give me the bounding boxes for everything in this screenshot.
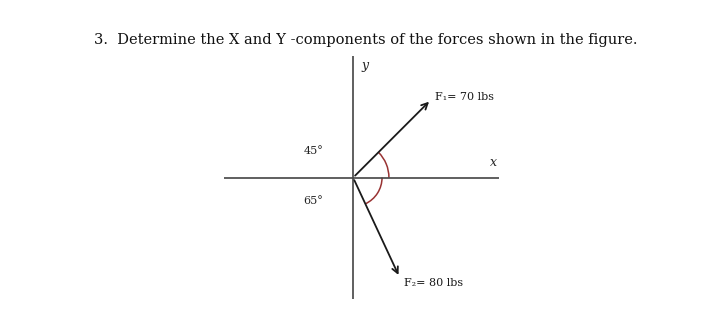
Text: y: y	[361, 59, 369, 72]
Text: F₂= 80 lbs: F₂= 80 lbs	[404, 278, 463, 288]
Text: x: x	[490, 156, 497, 169]
Text: 65°: 65°	[304, 196, 323, 206]
Text: F₁= 70 lbs: F₁= 70 lbs	[435, 92, 494, 102]
Text: 45°: 45°	[304, 145, 323, 155]
Text: 3.  Determine the X and Y -components of the forces shown in the figure.: 3. Determine the X and Y -components of …	[94, 33, 637, 47]
